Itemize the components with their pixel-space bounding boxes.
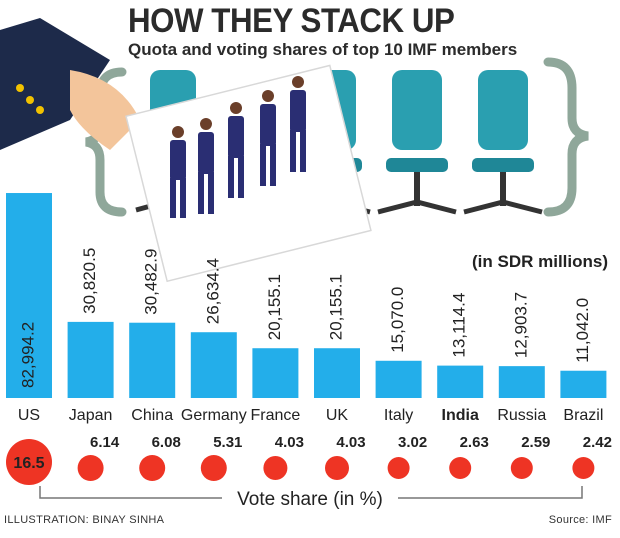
bar-germany: [190, 332, 237, 398]
vote-share-dots: 16.5 6.14 6.08 5.31 4.03 4.03 3.02 2.63 2.59 2.42: [6, 434, 612, 485]
category-label: Japan: [69, 407, 113, 424]
vote-share-value: 16.5: [13, 455, 44, 472]
category-label: Italy: [384, 407, 413, 424]
vote-share-value: 2.63: [460, 434, 489, 451]
businessmen-icon: [170, 76, 306, 218]
vote-dot-brazil: [572, 457, 595, 479]
bar-us: [6, 193, 52, 398]
bar-value-label: 12,903.7: [511, 292, 530, 358]
vote-share-value: 4.03: [336, 434, 365, 451]
bar-value-label: 30,482.9: [142, 249, 161, 315]
vote-share-value: 3.02: [398, 434, 427, 451]
bar-japan: [67, 321, 114, 398]
category-label: India: [442, 407, 479, 424]
category-label: China: [131, 407, 173, 424]
bar-brazil: [560, 370, 607, 398]
vote-dot-italy: [387, 457, 410, 479]
vote-dot-uk: [325, 456, 349, 480]
bar-india: [437, 365, 484, 398]
bar-uk: [314, 348, 360, 398]
bar-value-label: 11,042.0: [573, 298, 592, 363]
bar-value-label: 15,070.0: [388, 287, 407, 353]
source-note: Source: IMF: [548, 514, 612, 526]
vote-share-value: 6.08: [152, 434, 181, 451]
bar-value-label: 20,155.1: [265, 274, 284, 340]
right-brace-icon: [543, 57, 589, 217]
vote-dot-india: [449, 457, 472, 479]
bar-italy: [375, 360, 422, 398]
illustration-credit: ILLUSTRATION: BINAY SINHA: [4, 514, 165, 526]
vote-dot-france: [263, 456, 288, 480]
office-chair-icon: [377, 70, 457, 215]
bar-value-label: 13,114.4: [450, 293, 469, 358]
bar-france: [252, 348, 299, 398]
vote-share-value: 4.03: [275, 434, 304, 451]
category-label: France: [251, 407, 301, 424]
vote-dot-china: [139, 455, 166, 481]
bar-russia: [498, 366, 545, 398]
bar-value-label: 20,155.1: [326, 274, 345, 340]
bar-value-label: 30,820.5: [80, 248, 99, 314]
unit-note: (in SDR millions): [472, 252, 608, 271]
vote-share-value: 2.42: [583, 434, 612, 451]
vote-share-axis-label: Vote share (in %): [222, 489, 398, 511]
vote-dot-germany: [200, 455, 227, 481]
page-subtitle: Quota and voting shares of top 10 IMF me…: [128, 40, 518, 59]
page-title: HOW THEY STACK UP: [128, 2, 455, 40]
vote-dot-us: [6, 439, 52, 485]
vote-dot-russia: [510, 457, 533, 479]
vote-share-value: 6.14: [90, 434, 120, 451]
quota-bars: 82,994.2 US 30,820.5 Japan 30,482.9 China 26,6…: [6, 193, 607, 424]
hand-holding-card-illustration: [0, 18, 372, 283]
bar-china: [129, 322, 176, 398]
category-label: US: [18, 407, 40, 424]
vote-share-value: 2.59: [521, 434, 550, 451]
category-label: UK: [326, 407, 349, 424]
category-label: Germany: [181, 407, 247, 424]
category-label: Russia: [497, 407, 546, 424]
vote-dot-japan: [77, 455, 104, 481]
category-label: Brazil: [563, 407, 603, 424]
bar-value-label: 26,634.4: [203, 258, 222, 324]
bar-value-label: 82,994.2: [18, 322, 37, 388]
vote-share-value: 5.31: [213, 434, 242, 451]
office-chair-icon: [463, 70, 543, 215]
